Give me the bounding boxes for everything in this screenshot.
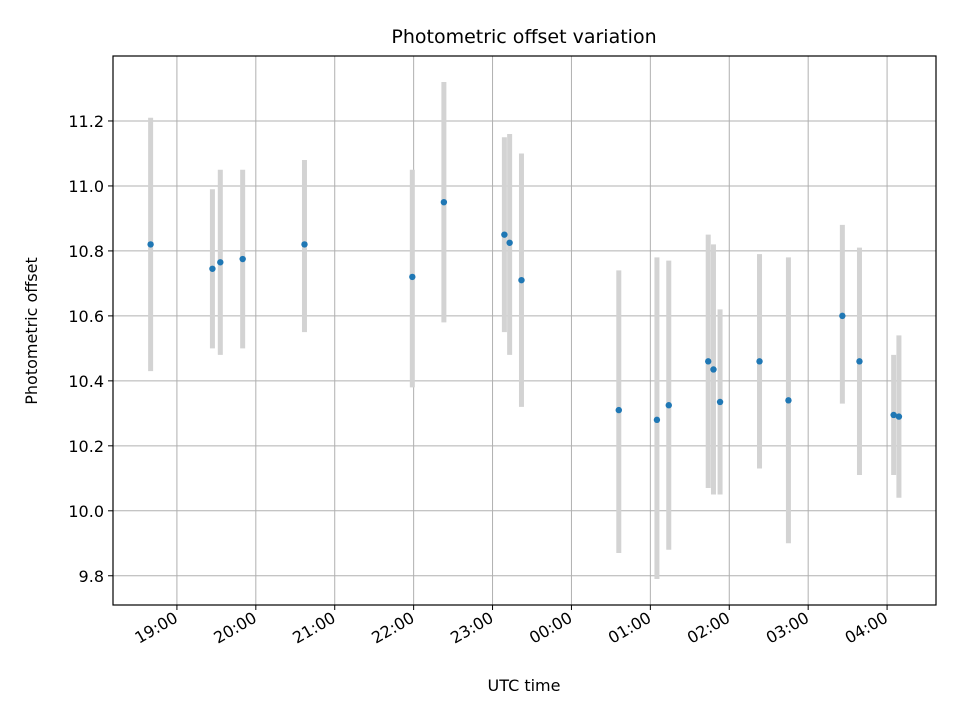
data-point: [217, 259, 224, 266]
data-point: [653, 416, 661, 424]
data-point: [895, 413, 903, 420]
y-tick-label: 9.8: [79, 567, 104, 586]
x-axis-label: UTC time: [488, 676, 561, 695]
x-tick-label: 21:00: [289, 608, 338, 648]
x-axis-ticks: 19:00 20:00 21:00 22:00 23:00 00:00 01:00 02:00…: [131, 605, 891, 648]
data-point: [710, 366, 717, 373]
x-tick-label: 22:00: [368, 608, 417, 648]
grid-lines: [113, 56, 936, 605]
y-tick-label: 10.6: [68, 307, 104, 326]
data-point: [440, 198, 448, 206]
y-axis-ticks: 9.8 10.0 10.2 10.4 10.6 10.8 11.0 11.2: [68, 112, 113, 586]
plot-frame: [112, 55, 937, 606]
x-tick-label: 19:00: [131, 608, 180, 648]
x-tick-label: 00:00: [526, 608, 575, 648]
error-bars: [148, 81, 902, 580]
y-tick-label: 10.2: [68, 437, 104, 456]
data-point: [501, 231, 508, 238]
data-points: [147, 198, 903, 424]
y-tick-label: 11.2: [68, 112, 104, 131]
x-tick-label: 02:00: [684, 608, 733, 648]
x-tick-label: 04:00: [842, 608, 891, 648]
data-point: [705, 358, 712, 365]
data-point: [756, 358, 763, 365]
data-point: [301, 241, 308, 248]
x-tick-label: 01:00: [605, 608, 654, 648]
data-point: [665, 402, 672, 409]
data-point: [890, 411, 897, 419]
data-point: [506, 239, 513, 246]
chart-title: Photometric offset variation: [391, 26, 656, 48]
y-axis-label: Photometric offset: [22, 257, 41, 405]
x-tick-label: 23:00: [447, 608, 496, 648]
y-tick-label: 10.4: [68, 372, 104, 391]
data-point: [856, 358, 863, 365]
data-point: [409, 273, 416, 281]
data-point: [716, 398, 724, 406]
data-point: [209, 265, 216, 272]
data-point: [615, 406, 622, 414]
y-tick-label: 10.0: [68, 502, 104, 521]
data-point: [518, 276, 525, 284]
data-point: [147, 241, 154, 248]
x-tick-label: 03:00: [763, 608, 812, 648]
data-point: [239, 255, 246, 263]
data-point: [785, 397, 792, 404]
y-tick-label: 11.0: [68, 177, 104, 196]
data-point: [839, 312, 846, 320]
y-tick-label: 10.8: [68, 242, 104, 261]
x-tick-label: 20:00: [210, 608, 259, 648]
